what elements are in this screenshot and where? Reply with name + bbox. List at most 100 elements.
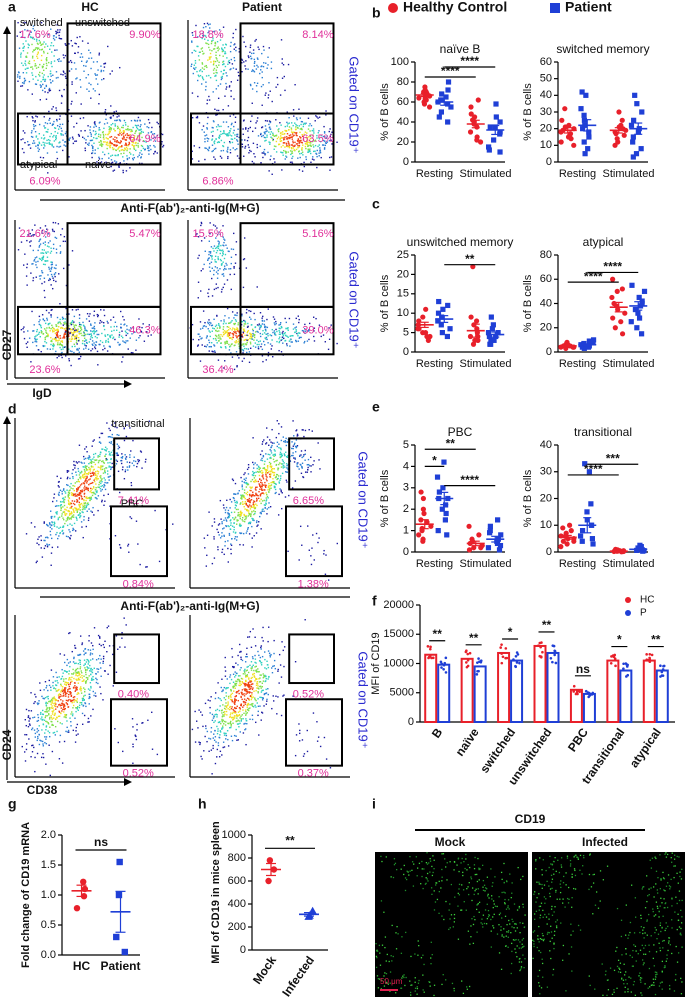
- cell-dot: [210, 324, 213, 327]
- cell-dot: [254, 512, 256, 515]
- cell-dot: [285, 138, 288, 140]
- cell-dot: [36, 42, 39, 45]
- cell-dot: [256, 339, 258, 341]
- cell-dot: [105, 459, 107, 461]
- cell-dot: [95, 459, 98, 461]
- cell-dot: [17, 76, 19, 78]
- cell-dot: [58, 491, 60, 494]
- cell-dot: [205, 85, 207, 88]
- cell-dot: [116, 454, 118, 457]
- cell-dot: [72, 142, 75, 145]
- cell-dot: [220, 133, 222, 136]
- cell-dot: [139, 120, 141, 122]
- cell-dot: [76, 329, 79, 332]
- cell-dot: [46, 256, 49, 258]
- cell-dot: [77, 662, 80, 665]
- cell-dot: [95, 477, 97, 479]
- cell-dot: [228, 268, 230, 270]
- cell-dot: [273, 461, 276, 463]
- cell-dot: [265, 475, 267, 477]
- cell-dot: [50, 72, 52, 75]
- cell-dot: [45, 726, 48, 728]
- cell-dot: [280, 135, 282, 137]
- cell-dot: [241, 335, 243, 338]
- cell-dot: [44, 46, 46, 48]
- cell-dot: [298, 144, 301, 147]
- cell-dot: [245, 508, 248, 511]
- cell-dot: [220, 291, 223, 293]
- cell-dot: [208, 288, 210, 291]
- cell-dot: [57, 715, 60, 718]
- cell-dot: [107, 138, 109, 140]
- cell-dot: [214, 140, 216, 142]
- cell-dot: [272, 467, 274, 470]
- cell-dot: [53, 525, 56, 527]
- cell-dot: [313, 132, 315, 134]
- cell-dot: [56, 31, 58, 33]
- cell-dot: [20, 24, 22, 27]
- cell-dot: [109, 144, 112, 147]
- cell-dot: [272, 139, 274, 142]
- cell-dot: [83, 483, 86, 485]
- cell-dot: [83, 331, 85, 334]
- cell-dot: [47, 537, 49, 539]
- cell-dot: [69, 632, 71, 634]
- cell-dot: [101, 157, 103, 160]
- cell-dot: [253, 62, 256, 64]
- cell-dot: [75, 508, 78, 511]
- cell-dot: [148, 122, 151, 124]
- cell-dot: [85, 478, 87, 480]
- cell-dot: [71, 350, 73, 353]
- cell-dot: [222, 72, 225, 75]
- cell-dot: [103, 309, 105, 311]
- cell-dot: [16, 35, 18, 37]
- cell-dot: [55, 248, 58, 250]
- cell-dot: [92, 690, 94, 693]
- cell-dot: [272, 454, 274, 456]
- cell-dot: [86, 469, 89, 471]
- cell-dot: [306, 132, 308, 134]
- cell-dot: [55, 708, 57, 710]
- cell-dot: [47, 139, 50, 141]
- cell-dot: [42, 745, 45, 747]
- cell-dot: [293, 461, 296, 463]
- cell-dot: [29, 147, 32, 149]
- cell-dot: [76, 495, 78, 497]
- cell-dot: [104, 500, 106, 502]
- cell-dot: [271, 470, 273, 472]
- cell-dot: [253, 65, 256, 67]
- cell-dot: [140, 124, 142, 126]
- cell-dot: [54, 505, 57, 508]
- cell-dot: [20, 56, 22, 58]
- cell-dot: [45, 260, 48, 262]
- cell-dot: [52, 711, 54, 713]
- cell-dot: [85, 473, 88, 475]
- cell-dot: [58, 343, 61, 346]
- cell-dot: [331, 143, 333, 145]
- cell-dot: [57, 331, 59, 333]
- cell-dot: [58, 146, 60, 148]
- cell-dot: [246, 339, 248, 341]
- cell-dot: [244, 65, 246, 67]
- cell-dot: [124, 144, 126, 146]
- cell-dot: [213, 536, 215, 538]
- cell-dot: [61, 695, 63, 697]
- cell-dot: [102, 349, 104, 351]
- cell-dot: [253, 162, 255, 164]
- cell-dot: [156, 121, 158, 124]
- cell-dot: [50, 61, 53, 63]
- cell-dot: [253, 506, 255, 508]
- cell-dot: [265, 499, 268, 501]
- cell-dot: [51, 65, 53, 68]
- cell-dot: [93, 468, 95, 471]
- cell-dot: [262, 454, 265, 457]
- cell-dot: [108, 157, 110, 159]
- cell-dot: [247, 55, 250, 57]
- cell-dot: [31, 93, 33, 95]
- cell-dot: [35, 276, 37, 278]
- cell-dot: [57, 29, 59, 31]
- cell-dot: [65, 681, 68, 684]
- cell-dot: [209, 335, 211, 338]
- cell-dot: [58, 273, 60, 275]
- cell-dot: [202, 26, 205, 29]
